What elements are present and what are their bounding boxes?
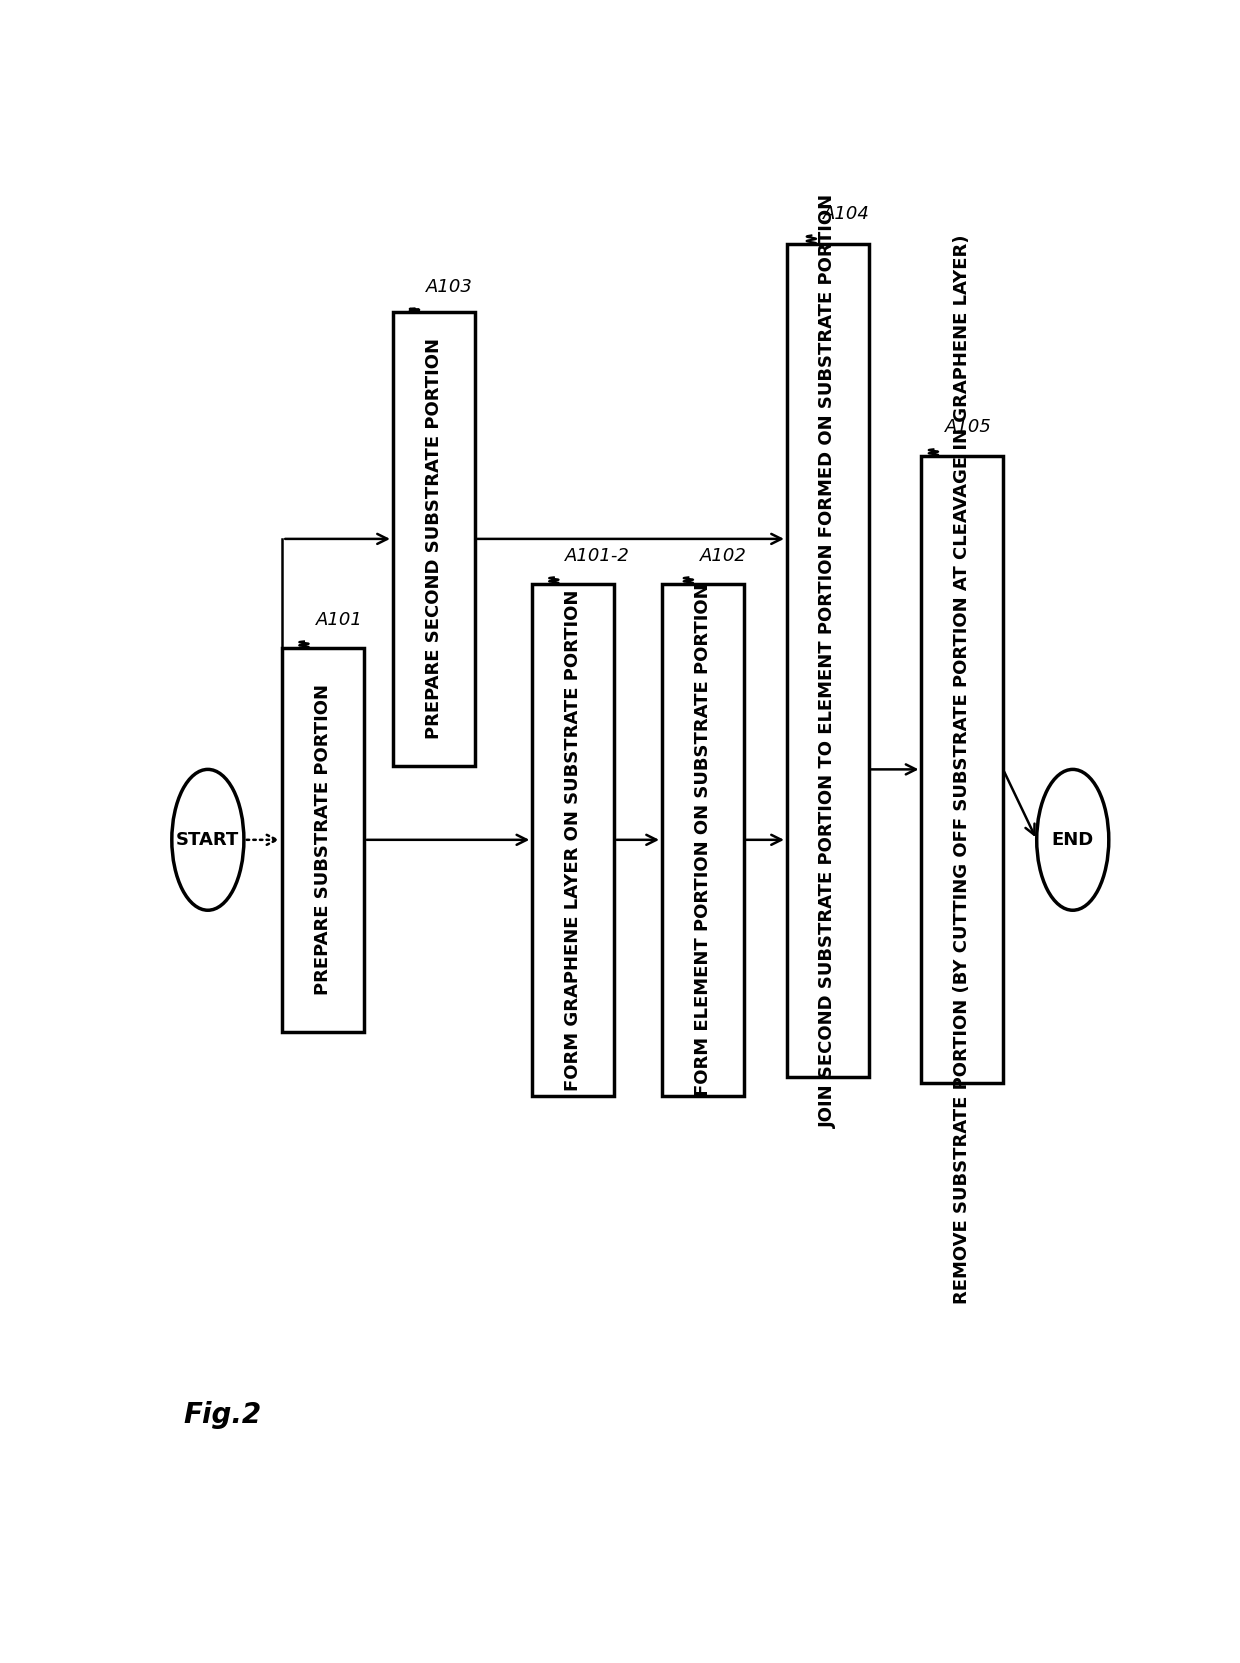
FancyBboxPatch shape: [787, 244, 868, 1076]
FancyBboxPatch shape: [662, 584, 744, 1096]
Text: A103: A103: [427, 278, 472, 296]
FancyBboxPatch shape: [921, 456, 1003, 1083]
Text: END: END: [1052, 832, 1094, 848]
FancyBboxPatch shape: [283, 649, 365, 1031]
Text: Fig.2: Fig.2: [184, 1400, 262, 1429]
Text: FORM GRAPHENE LAYER ON SUBSTRATE PORTION: FORM GRAPHENE LAYER ON SUBSTRATE PORTION: [564, 589, 582, 1091]
Text: A102: A102: [699, 547, 746, 564]
Ellipse shape: [1037, 770, 1109, 910]
FancyBboxPatch shape: [393, 311, 475, 767]
Text: JOIN SECOND SUBSTRATE PORTION TO ELEMENT PORTION FORMED ON SUBSTRATE PORTION: JOIN SECOND SUBSTRATE PORTION TO ELEMENT…: [818, 193, 837, 1128]
Ellipse shape: [172, 770, 244, 910]
Text: REMOVE SUBSTRATE PORTION (BY CUTTING OFF SUBSTRATE PORTION AT CLEAVAGE IN GRAPHE: REMOVE SUBSTRATE PORTION (BY CUTTING OFF…: [954, 234, 971, 1304]
Text: PREPARE SECOND SUBSTRATE PORTION: PREPARE SECOND SUBSTRATE PORTION: [424, 338, 443, 740]
Text: PREPARE SUBSTRATE PORTION: PREPARE SUBSTRATE PORTION: [314, 683, 332, 996]
Text: A101: A101: [315, 610, 362, 629]
Text: FORM ELEMENT PORTION ON SUBSTRATE PORTION: FORM ELEMENT PORTION ON SUBSTRATE PORTIO…: [693, 584, 712, 1096]
Text: A101-2: A101-2: [565, 547, 630, 564]
Text: A104: A104: [823, 205, 869, 223]
FancyBboxPatch shape: [532, 584, 614, 1096]
Text: START: START: [176, 832, 239, 848]
Text: A105: A105: [945, 419, 992, 436]
